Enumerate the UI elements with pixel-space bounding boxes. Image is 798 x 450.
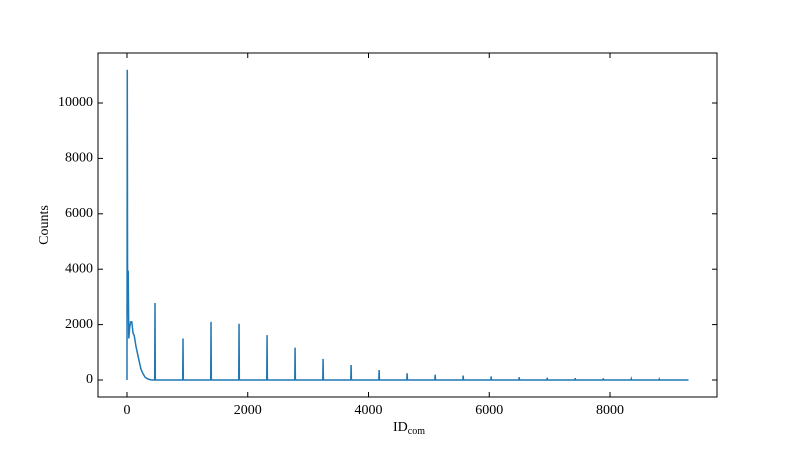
y-tick-label: 0 bbox=[86, 372, 93, 387]
y-tick-label: 2000 bbox=[65, 317, 93, 332]
x-tick-label: 0 bbox=[123, 403, 130, 418]
x-tick-label: 6000 bbox=[475, 403, 503, 418]
x-axis-label: IDcom bbox=[393, 420, 425, 437]
y-tick-label: 8000 bbox=[65, 151, 93, 166]
y-tick-label: 6000 bbox=[65, 206, 93, 221]
y-axis-label: Counts bbox=[37, 205, 52, 245]
y-tick-label: 4000 bbox=[65, 261, 93, 276]
x-tick-label: 4000 bbox=[354, 403, 382, 418]
y-tick-label: 10000 bbox=[58, 95, 93, 110]
plot-frame bbox=[97, 52, 718, 398]
data-line bbox=[126, 69, 689, 381]
x-label-main: ID bbox=[393, 420, 408, 435]
x-tick-label: 8000 bbox=[596, 403, 624, 418]
x-tick-label: 2000 bbox=[234, 403, 262, 418]
x-label-sub: com bbox=[408, 426, 425, 437]
